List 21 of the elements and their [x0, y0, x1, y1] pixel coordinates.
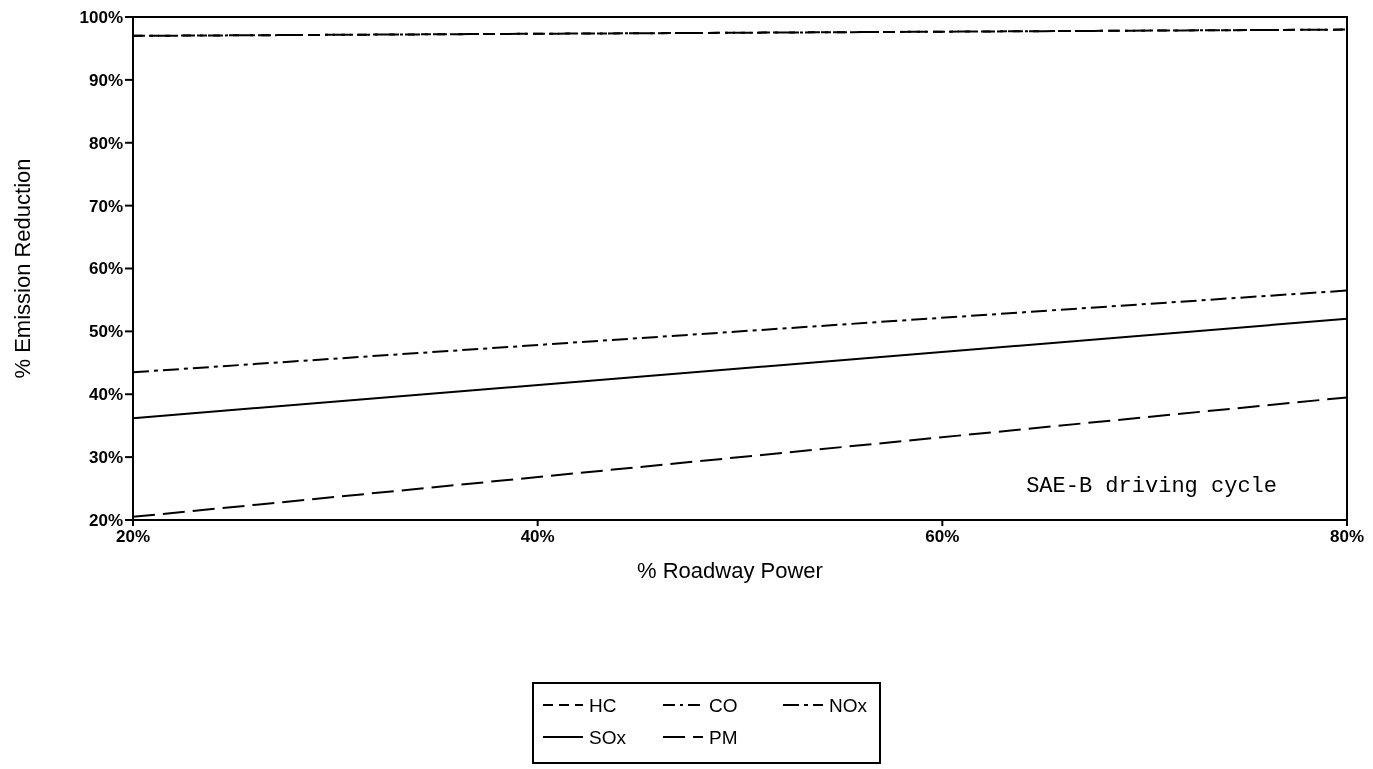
legend-label: CO [709, 694, 738, 716]
y-tick-label: 60% [88, 259, 123, 279]
legend-label: NOx [829, 694, 868, 716]
y-tick-label: 30% [88, 448, 123, 468]
legend-label: PM [709, 726, 738, 748]
y-tick-label: 90% [88, 70, 123, 90]
y-axis-title: % Emission Reduction [10, 158, 35, 379]
x-axis-title: % Roadway Power [637, 558, 823, 583]
y-tick-label: 50% [88, 322, 123, 342]
x-tick-label: 20% [115, 527, 151, 546]
x-tick-label: 60% [925, 527, 960, 546]
legend-label: SOx [589, 726, 627, 748]
y-tick-label: 70% [88, 196, 123, 216]
y-tick-label: 40% [88, 385, 123, 405]
y-tick-label: 20% [88, 510, 123, 530]
x-tick-label: 40% [520, 527, 555, 546]
x-tick-label: 80% [1329, 527, 1365, 546]
y-tick-label: 100% [79, 7, 123, 27]
y-tick-label: 80% [88, 133, 123, 153]
legend-label: HC [589, 694, 617, 716]
annotation: SAE-B driving cycle [1026, 474, 1277, 499]
